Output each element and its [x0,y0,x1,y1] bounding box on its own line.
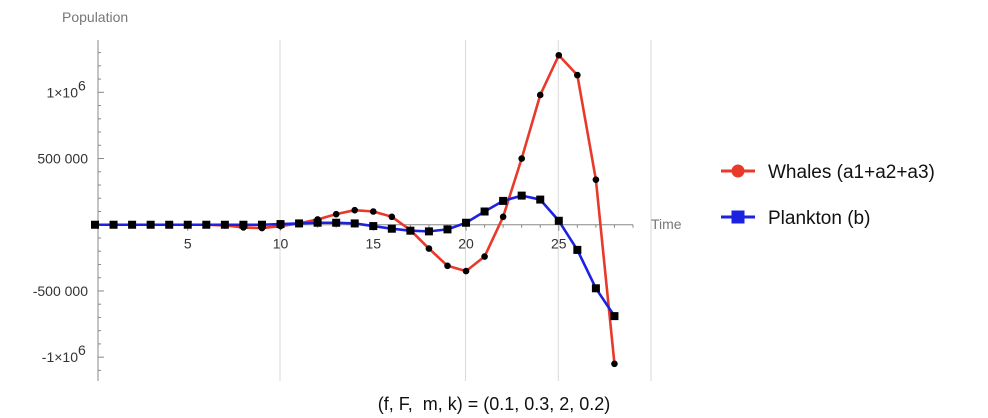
data-point [499,213,507,221]
y-tick-label: -1×10 [42,349,78,365]
data-point [555,51,563,59]
data-point [424,227,433,236]
data-point [462,267,470,275]
x-tick-label: 25 [551,236,567,252]
legend-item: Whales (a1+a2+a3) [721,162,935,183]
data-point [351,206,359,214]
data-point [183,220,192,229]
data-point [611,360,618,368]
data-point [499,196,508,205]
legend-marker [731,210,745,224]
y-tick-label: -500 000 [33,283,88,299]
data-point [518,155,525,162]
data-point [517,191,526,200]
parameter-caption: (f, F, m, k) = (0.1, 0.3, 2, 0.2) [378,394,611,414]
data-point [146,220,155,229]
data-point [128,220,137,229]
data-point [443,225,452,234]
data-point [591,284,600,293]
data-point [573,245,582,254]
y-tick-label: 500 000 [37,151,88,167]
data-point [388,213,396,221]
data-point [202,220,211,229]
y-axis-title: Population [62,9,128,25]
series-whales [91,51,618,368]
data-point [295,219,304,228]
data-point [313,218,322,227]
data-point [536,195,545,204]
x-tick-label: 20 [458,236,474,252]
y-tick-label: 1×10 [46,84,78,100]
data-point [91,220,99,229]
data-point [109,220,118,229]
data-point [444,262,451,270]
data-point [554,216,563,225]
legend-label: Whales (a1+a2+a3) [768,162,935,183]
x-tick-label: 15 [365,236,381,252]
data-point [574,71,581,79]
data-point [332,210,340,218]
data-point [425,245,433,252]
x-axis-title: Time [651,216,682,232]
data-point [257,220,266,229]
series-plankton [91,191,619,321]
legend-label: Plankton (b) [768,208,870,229]
data-point [276,220,285,229]
data-point [350,219,359,228]
legend-marker [731,164,745,178]
x-tick-label: 10 [273,236,289,252]
data-point [369,222,378,231]
data-point [239,220,248,229]
data-point [481,253,488,260]
legend: Whales (a1+a2+a3) Plankton (b) [721,162,935,229]
data-point [406,226,415,235]
data-point [220,220,229,229]
data-point [610,312,619,321]
data-point [332,218,341,227]
data-point [480,207,489,216]
data-point [536,91,544,99]
legend-item: Plankton (b) [721,208,870,229]
y-tick-exponent: 6 [78,342,86,358]
grid-lines [279,40,652,381]
y-tick-exponent: 6 [78,77,86,93]
data-point [165,220,174,229]
series-line [93,194,616,318]
data-point [592,176,600,184]
data-point [387,224,396,233]
series [91,51,619,368]
x-tick-label: 5 [184,236,192,252]
data-point [369,208,377,215]
data-point [462,218,471,227]
